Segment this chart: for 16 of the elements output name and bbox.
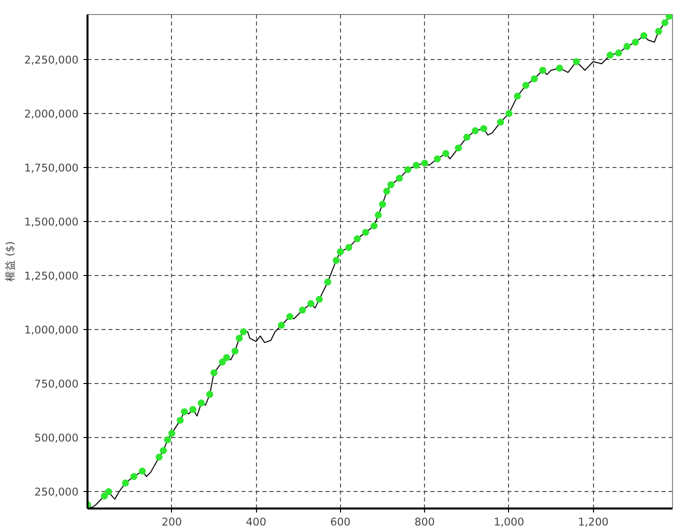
x-tick-label: 200 (162, 516, 182, 528)
x-tick-label: 600 (330, 516, 351, 528)
y-tick-label: 750,000 (34, 378, 79, 391)
y-tick-label: 250,000 (34, 486, 79, 499)
y-tick-label: 1,250,000 (24, 270, 79, 283)
x-tick-label: 1,000 (494, 516, 524, 528)
y-tick-label: 500,000 (34, 432, 79, 445)
y-tick-label: 1,500,000 (24, 216, 79, 229)
y-tick-label: 1,750,000 (24, 161, 79, 174)
y-axis-title: 權益 ($) (3, 241, 16, 282)
y-tick-label: 2,250,000 (24, 53, 79, 66)
x-tick-label: 400 (246, 516, 266, 528)
x-tick-label: 800 (414, 516, 436, 528)
x-tick-label: 1,200 (578, 516, 609, 528)
y-tick-label: 1,000,000 (24, 324, 79, 337)
y-tick-label: 2,000,000 (24, 107, 79, 120)
